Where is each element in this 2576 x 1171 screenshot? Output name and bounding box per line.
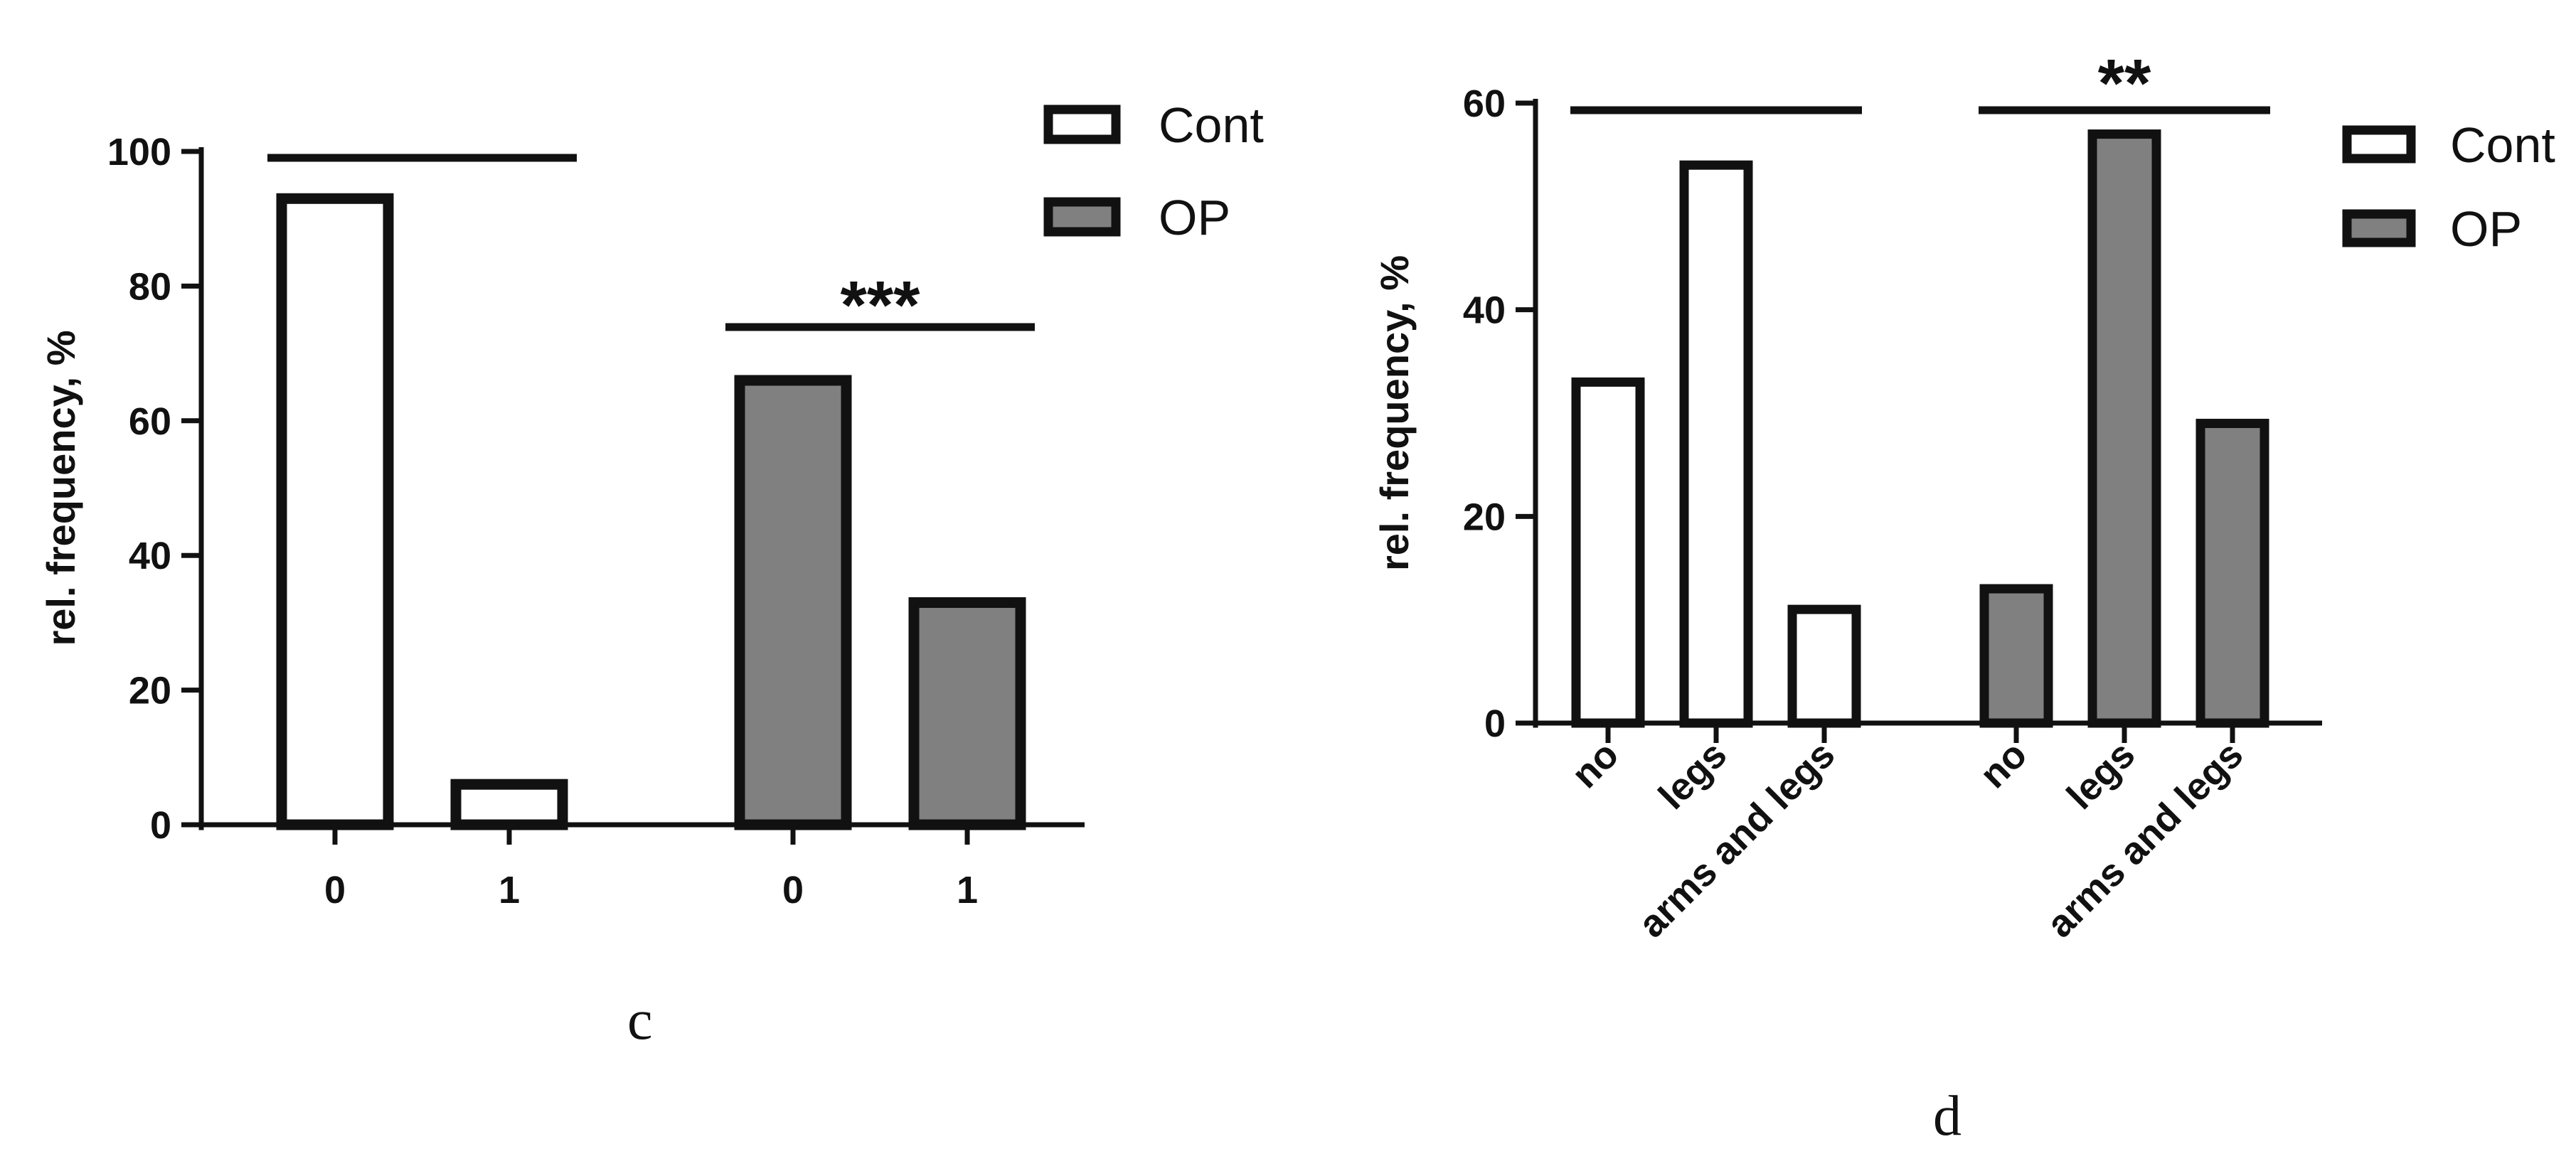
chart-c: 0 20 40 60 80 100 rel. frequency, % 0 1 0 1 *** Cont… bbox=[38, 97, 1264, 911]
y-tick-label: 40 bbox=[129, 535, 171, 577]
y-tick-label: 100 bbox=[107, 131, 171, 173]
bar-cont-0 bbox=[276, 193, 394, 830]
x-tick-label: 0 bbox=[324, 869, 346, 911]
y-axis-title: rel. frequency, % bbox=[1372, 255, 1417, 571]
legend-swatch-op bbox=[2342, 209, 2416, 247]
bar-op-0 bbox=[734, 375, 852, 830]
x-tick-label: arms and legs bbox=[1630, 733, 1843, 946]
bar-op-2 bbox=[2196, 419, 2269, 728]
x-tick-label: no bbox=[1971, 733, 2035, 796]
bar-op-1 bbox=[2087, 129, 2161, 728]
x-tick-label: arms and legs bbox=[2038, 733, 2251, 946]
bar-cont-1 bbox=[450, 779, 568, 830]
significance-label: ** bbox=[2098, 46, 2151, 122]
panel-label-d: d bbox=[1933, 1085, 1962, 1148]
y-tick-label: 80 bbox=[129, 265, 171, 308]
bar-cont-1 bbox=[1679, 160, 1753, 728]
legend-swatch-cont bbox=[2342, 125, 2416, 164]
x-tick-label: legs bbox=[2059, 733, 2144, 818]
y-axis-title: rel. frequency, % bbox=[38, 330, 83, 646]
x-tick-label: legs bbox=[1651, 733, 1735, 818]
legend-label-cont: Cont bbox=[2450, 117, 2555, 173]
y-tick-label: 20 bbox=[129, 670, 171, 712]
y-tick-label: 20 bbox=[1463, 496, 1506, 538]
bar-op-0 bbox=[1979, 584, 2053, 728]
y-tick-label: 0 bbox=[150, 804, 171, 847]
y-tick-label: 0 bbox=[1484, 702, 1506, 745]
legend-swatch-op bbox=[1043, 197, 1121, 237]
y-tick-label: 60 bbox=[129, 400, 171, 443]
bar-cont-2 bbox=[1787, 604, 1861, 728]
y-tick-label: 60 bbox=[1463, 82, 1506, 125]
significance-label: *** bbox=[840, 267, 920, 343]
x-tick-label: 1 bbox=[499, 869, 520, 911]
legend-swatch-cont bbox=[1043, 105, 1121, 144]
bar-op-1 bbox=[908, 597, 1026, 830]
bar-cont-0 bbox=[1571, 377, 1645, 728]
x-tick-label: no bbox=[1563, 733, 1627, 796]
x-tick-label: 1 bbox=[957, 869, 978, 911]
x-tick-label: 0 bbox=[782, 869, 804, 911]
legend-label-op: OP bbox=[1159, 190, 1230, 245]
legend-label-cont: Cont bbox=[1159, 97, 1264, 153]
panel-label-c: c bbox=[627, 989, 653, 1052]
y-tick-label: 40 bbox=[1463, 289, 1506, 332]
legend-label-op: OP bbox=[2450, 201, 2522, 257]
